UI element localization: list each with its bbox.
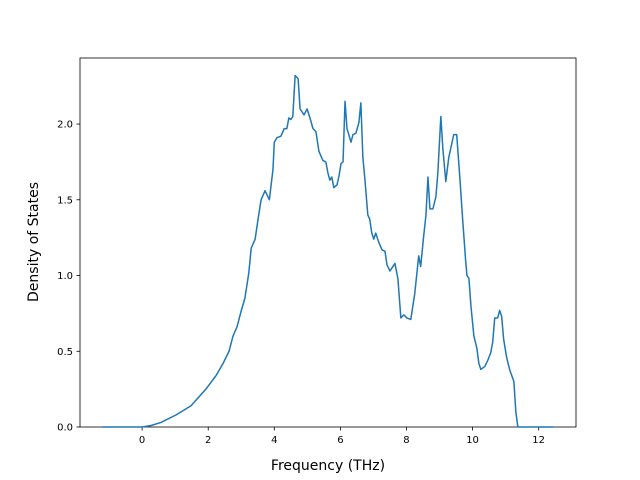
x-tick-label: 12 [532,435,545,446]
y-tick-label: 1.0 [57,271,73,282]
x-axis-label: Frequency (THz) [271,458,385,474]
x-tick-label: 10 [466,435,479,446]
y-tick-label: 2.0 [57,120,73,131]
axes-frame [79,57,577,428]
x-tick-label: 8 [403,435,409,446]
line [102,74,554,428]
x-tick-label: 2 [205,435,211,446]
x-tick-label: 6 [337,435,343,446]
y-axis-label: Density of States [26,182,42,302]
x-tick-label: 0 [139,435,145,446]
x-tick-label: 4 [271,435,277,446]
y-tick-label: 0.0 [57,423,73,434]
y-tick-label: 1.5 [57,195,73,206]
y-tick-label: 0.5 [57,347,73,358]
